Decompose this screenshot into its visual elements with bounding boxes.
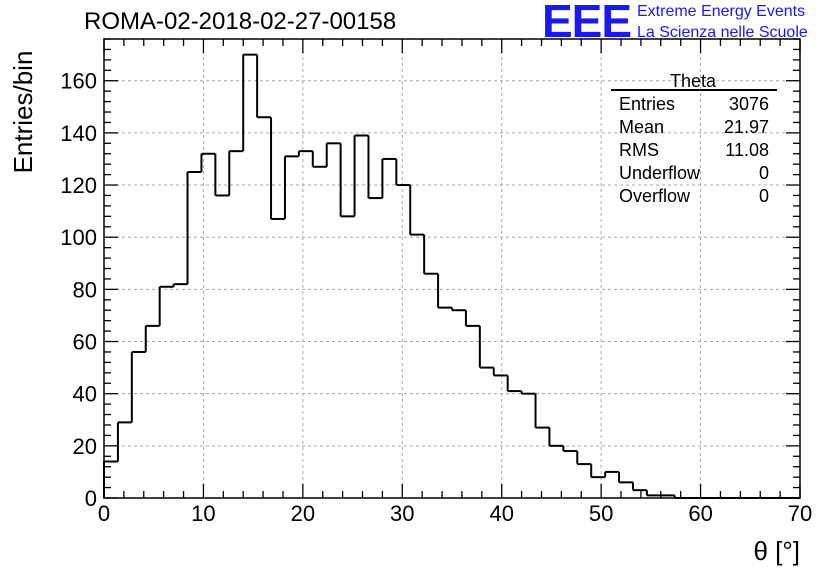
plot-frame xyxy=(104,39,800,498)
stats-row-label: Mean xyxy=(619,117,664,137)
stats-box: Theta Entries 3076 Mean 21.97 RMS 11.08 Underf… xyxy=(611,71,777,206)
histogram-bins xyxy=(104,55,800,498)
x-tick-label: 20 xyxy=(291,501,315,526)
plot-frame-rect xyxy=(104,39,800,498)
stats-row-value: 0 xyxy=(759,186,769,206)
tick-labels: 0 10 20 30 40 50 60 70 0 20 40 60 80 100 120 140 160 xyxy=(60,69,812,526)
stats-row-value: 11.08 xyxy=(725,140,769,160)
y-tick-label: 40 xyxy=(73,382,97,407)
y-tick-label: 20 xyxy=(73,434,97,459)
x-tick-label: 40 xyxy=(489,501,513,526)
x-tick-label: 0 xyxy=(98,501,110,526)
y-tick-label: 60 xyxy=(73,330,97,355)
stats-row-value: 0 xyxy=(759,163,769,183)
grid-lines xyxy=(104,39,800,498)
y-tick-label: 100 xyxy=(60,225,97,250)
stats-row-value: 21.97 xyxy=(724,117,769,137)
x-tick-label: 70 xyxy=(788,501,812,526)
y-tick-label: 80 xyxy=(73,277,97,302)
x-tick-label: 50 xyxy=(589,501,613,526)
stats-row-label: Overflow xyxy=(619,186,691,206)
x-tick-label: 30 xyxy=(390,501,414,526)
y-tick-label: 0 xyxy=(85,486,97,511)
y-tick-label: 120 xyxy=(60,173,97,198)
x-tick-label: 60 xyxy=(688,501,712,526)
x-tick-label: 10 xyxy=(191,501,215,526)
stats-row-value: 3076 xyxy=(729,94,769,114)
stats-row-label: Underflow xyxy=(619,163,701,183)
axis-ticks xyxy=(104,39,800,498)
stats-row-label: RMS xyxy=(619,140,659,160)
y-axis-label: Entries/bin xyxy=(8,51,38,174)
y-tick-label: 140 xyxy=(60,121,97,146)
stats-row-label: Entries xyxy=(619,94,675,114)
y-tick-label: 160 xyxy=(60,69,97,94)
stats-box-name: Theta xyxy=(670,71,717,91)
x-axis-label: θ [°] xyxy=(753,536,800,566)
